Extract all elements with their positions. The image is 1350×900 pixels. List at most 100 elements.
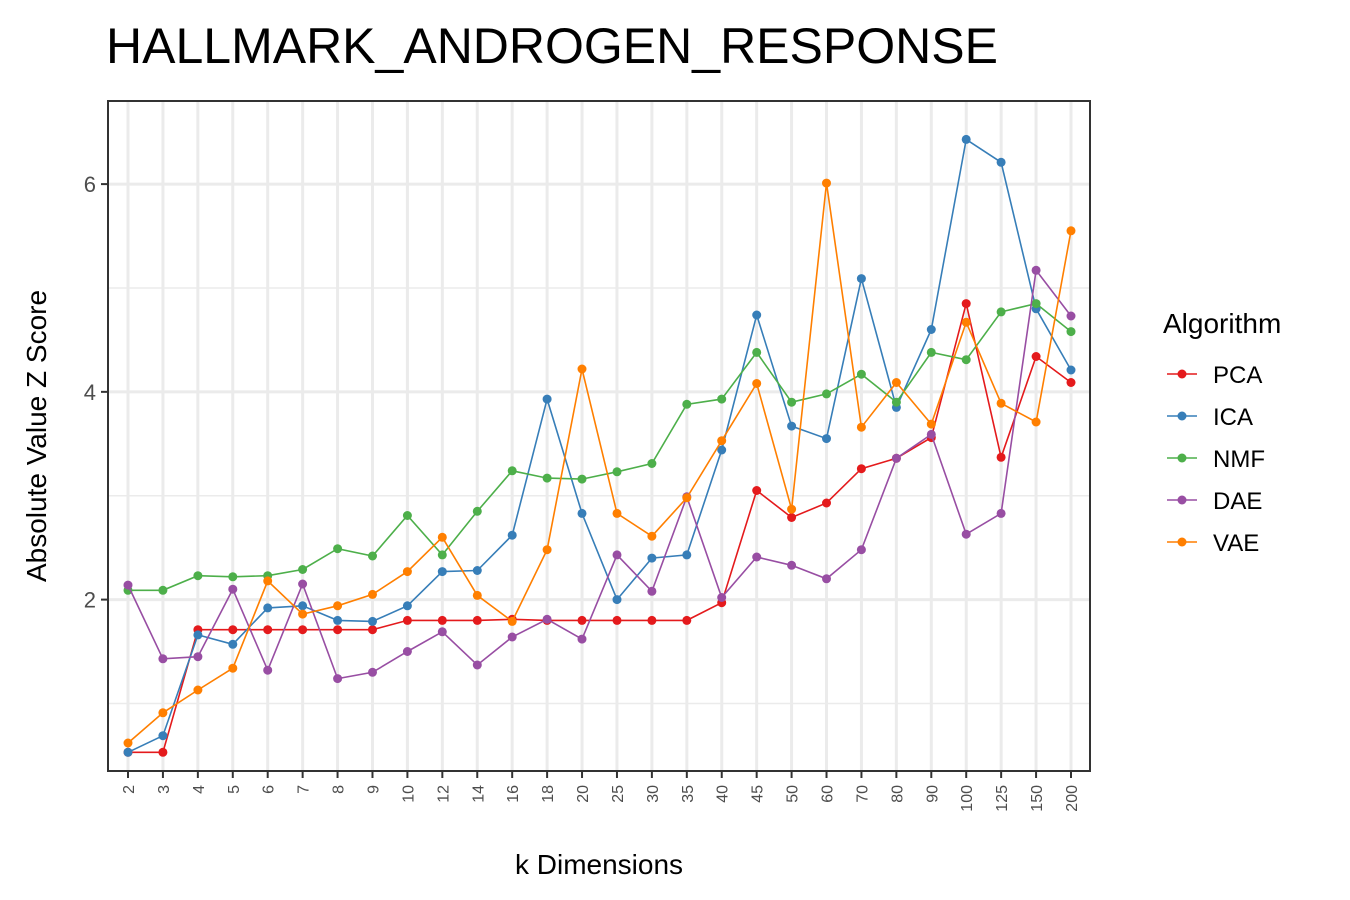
data-point bbox=[263, 576, 273, 586]
y-axis-title: Absolute Value Z Score bbox=[21, 290, 52, 582]
data-point bbox=[647, 531, 657, 541]
data-point bbox=[228, 584, 238, 594]
data-point bbox=[158, 585, 168, 595]
data-point bbox=[228, 572, 238, 582]
data-point bbox=[752, 486, 762, 495]
data-point bbox=[507, 632, 517, 642]
data-point bbox=[752, 310, 762, 320]
data-point bbox=[333, 625, 343, 635]
y-axis: 2 4 6 bbox=[84, 172, 108, 613]
data-point bbox=[1031, 352, 1041, 361]
data-point bbox=[996, 452, 1006, 462]
data-point bbox=[472, 660, 482, 670]
data-point bbox=[577, 615, 587, 625]
data-point bbox=[682, 550, 692, 560]
data-point bbox=[612, 595, 622, 605]
data-point bbox=[437, 532, 447, 542]
data-point bbox=[612, 550, 622, 560]
data-point bbox=[507, 616, 517, 626]
x-tick-label: 45 bbox=[750, 785, 767, 803]
data-point bbox=[193, 571, 203, 581]
data-point bbox=[123, 580, 133, 590]
data-point bbox=[787, 513, 797, 522]
x-tick-label: 90 bbox=[924, 785, 941, 803]
series-pca bbox=[123, 299, 1076, 757]
data-point bbox=[333, 615, 343, 625]
data-point bbox=[228, 625, 238, 635]
data-point bbox=[577, 634, 587, 644]
legend-label: PCA bbox=[1213, 362, 1262, 389]
data-point bbox=[822, 178, 831, 188]
series-line bbox=[127, 138, 1072, 754]
x-tick-label: 14 bbox=[470, 785, 487, 803]
y-tick-label: 6 bbox=[84, 172, 96, 197]
data-point bbox=[368, 551, 377, 561]
legend-label: ICA bbox=[1213, 404, 1253, 431]
legend-key-point bbox=[1177, 537, 1187, 547]
x-tick-label: 60 bbox=[820, 785, 837, 803]
data-point bbox=[961, 134, 971, 144]
data-point bbox=[752, 347, 762, 357]
x-tick-label: 40 bbox=[715, 785, 732, 803]
x-tick-label: 6 bbox=[261, 785, 278, 794]
data-point bbox=[856, 274, 866, 284]
x-tick-label: 8 bbox=[331, 785, 348, 794]
x-tick-label: 150 bbox=[1029, 785, 1046, 812]
data-point bbox=[158, 708, 168, 718]
data-point bbox=[1066, 226, 1076, 236]
legend-key-point bbox=[1177, 369, 1187, 379]
data-point bbox=[333, 601, 343, 611]
data-point bbox=[682, 399, 692, 409]
data-point bbox=[542, 394, 552, 404]
x-tick-label: 35 bbox=[680, 785, 697, 803]
data-point bbox=[437, 627, 447, 637]
legend-item-pca: PCA bbox=[1167, 362, 1262, 389]
data-point bbox=[717, 593, 727, 602]
chart-title: HALLMARK_ANDROGEN_RESPONSE bbox=[106, 18, 998, 74]
data-point bbox=[856, 369, 866, 379]
data-point bbox=[368, 625, 377, 635]
data-point bbox=[1066, 378, 1076, 387]
x-tick-label: 20 bbox=[575, 785, 592, 803]
data-point bbox=[333, 674, 343, 684]
data-point bbox=[891, 453, 901, 463]
data-point bbox=[682, 615, 692, 625]
data-point bbox=[926, 325, 936, 334]
data-point bbox=[856, 545, 866, 555]
series-ica bbox=[123, 134, 1076, 757]
y-tick-label: 4 bbox=[84, 380, 96, 405]
data-point bbox=[612, 508, 622, 518]
x-axis: 2 3 4 5 6 7 8 9 10 12 14 16 18 20 25 30 35 40 45 50 60 70 80 90… bbox=[121, 771, 1081, 812]
x-tick-label: 2 bbox=[121, 785, 138, 794]
data-point bbox=[368, 589, 377, 599]
data-point bbox=[961, 299, 971, 309]
x-tick-label: 100 bbox=[959, 785, 976, 812]
data-point bbox=[1031, 299, 1041, 309]
data-point bbox=[717, 436, 727, 446]
data-point bbox=[752, 379, 762, 388]
x-tick-label: 25 bbox=[610, 785, 627, 803]
data-point bbox=[961, 529, 971, 539]
data-point bbox=[542, 614, 552, 624]
data-point bbox=[542, 473, 552, 483]
data-point bbox=[1066, 365, 1076, 375]
x-tick-label: 200 bbox=[1064, 785, 1081, 812]
grid bbox=[108, 101, 1090, 771]
data-point bbox=[368, 667, 377, 677]
data-point bbox=[787, 560, 797, 570]
data-point bbox=[996, 508, 1006, 518]
data-point bbox=[333, 544, 343, 554]
data-point bbox=[193, 630, 203, 640]
data-point bbox=[1066, 327, 1076, 337]
data-point bbox=[298, 609, 308, 619]
series-line bbox=[127, 268, 1072, 680]
legend-label: VAE bbox=[1213, 530, 1259, 557]
plot-panel-border bbox=[107, 100, 1091, 772]
x-tick-label: 70 bbox=[854, 785, 871, 803]
data-point bbox=[507, 530, 517, 540]
data-point bbox=[228, 639, 238, 649]
x-tick-label: 12 bbox=[435, 785, 452, 803]
data-point bbox=[298, 565, 308, 574]
x-tick-label: 125 bbox=[994, 785, 1011, 812]
